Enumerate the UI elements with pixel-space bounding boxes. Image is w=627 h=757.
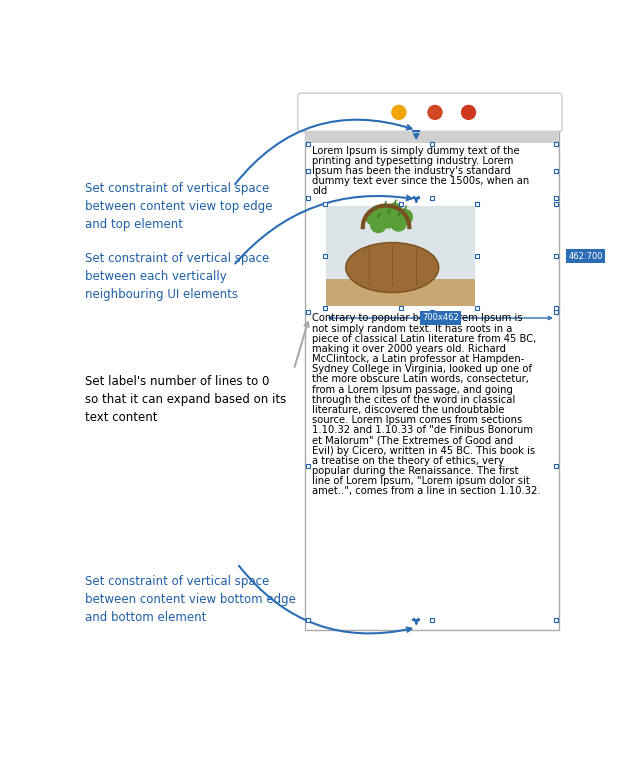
Bar — [306, 169, 310, 173]
Text: old: old — [312, 185, 328, 195]
Bar — [430, 310, 434, 313]
Text: Contrary to popular belief, Lorem Ipsum is: Contrary to popular belief, Lorem Ipsum … — [312, 313, 523, 323]
Bar — [306, 310, 310, 313]
Bar — [564, 618, 567, 621]
Text: the more obscure Latin words, consectetur,: the more obscure Latin words, consectetu… — [312, 375, 529, 385]
Bar — [554, 310, 557, 313]
Bar — [430, 142, 434, 146]
Text: making it over 2000 years old. Richard: making it over 2000 years old. Richard — [312, 344, 507, 354]
Text: literature, discovered the undoubtable: literature, discovered the undoubtable — [312, 405, 505, 415]
Text: et Malorum" (The Extremes of Good and: et Malorum" (The Extremes of Good and — [312, 435, 514, 445]
Bar — [564, 310, 567, 313]
Bar — [327, 279, 475, 307]
Text: from a Lorem Ipsum passage, and going: from a Lorem Ipsum passage, and going — [312, 385, 514, 394]
Bar — [323, 202, 327, 206]
Text: Set constraint of vertical space
between each vertically
neighbouring UI element: Set constraint of vertical space between… — [85, 252, 269, 301]
Text: Lorem Ipsum is simply dummy text of the: Lorem Ipsum is simply dummy text of the — [312, 145, 520, 155]
Bar — [475, 202, 478, 206]
Text: printing and typesetting industry. Lorem: printing and typesetting industry. Lorem — [312, 155, 514, 166]
Circle shape — [377, 205, 393, 220]
Text: 700x462: 700x462 — [422, 313, 459, 322]
Text: source. Lorem Ipsum comes from sections: source. Lorem Ipsum comes from sections — [312, 415, 523, 425]
Bar — [305, 131, 559, 143]
Bar — [475, 306, 478, 310]
Bar — [306, 142, 310, 146]
Circle shape — [371, 217, 386, 232]
Bar — [399, 306, 403, 310]
Bar — [554, 169, 557, 173]
Text: Sydney College in Virginia, looked up one of: Sydney College in Virginia, looked up on… — [312, 364, 532, 374]
Bar — [564, 170, 567, 173]
Bar — [564, 307, 567, 310]
Bar — [327, 206, 475, 307]
Text: 462:700: 462:700 — [568, 251, 603, 260]
Circle shape — [428, 105, 442, 120]
FancyBboxPatch shape — [298, 93, 562, 132]
Bar — [430, 196, 434, 200]
Bar — [323, 306, 327, 310]
Text: dummy text ever since the 1500s, when an: dummy text ever since the 1500s, when an — [312, 176, 530, 185]
Text: Ipsum has been the industry's standard: Ipsum has been the industry's standard — [312, 166, 511, 176]
Bar — [554, 254, 557, 258]
Bar — [564, 142, 567, 145]
Bar — [564, 196, 567, 199]
Text: Set constraint of vertical space
between content view bottom edge
and bottom ele: Set constraint of vertical space between… — [85, 575, 295, 625]
Bar — [430, 618, 434, 621]
Circle shape — [391, 216, 406, 231]
Ellipse shape — [345, 242, 439, 292]
Bar — [554, 202, 557, 206]
Circle shape — [461, 105, 475, 120]
Bar — [306, 196, 310, 200]
Text: Set constraint of vertical space
between content view top edge
and top element: Set constraint of vertical space between… — [85, 182, 272, 232]
Circle shape — [381, 213, 396, 228]
Bar — [305, 131, 559, 630]
Bar — [554, 464, 557, 468]
Text: Evil) by Cicero, written in 45 BC. This book is: Evil) by Cicero, written in 45 BC. This … — [312, 446, 535, 456]
Bar — [554, 618, 557, 621]
Bar — [323, 254, 327, 258]
Bar — [554, 196, 557, 200]
Bar — [306, 618, 310, 621]
Bar — [306, 464, 310, 468]
Bar — [399, 202, 403, 206]
Text: not simply random text. It has roots in a: not simply random text. It has roots in … — [312, 323, 513, 334]
Circle shape — [387, 204, 403, 219]
Bar — [564, 254, 567, 257]
Text: popular during the Renaissance. The first: popular during the Renaissance. The firs… — [312, 466, 519, 476]
Bar — [554, 142, 557, 146]
Text: line of Lorem Ipsum, "Lorem ipsum dolor sit: line of Lorem Ipsum, "Lorem ipsum dolor … — [312, 476, 530, 486]
Bar — [564, 202, 567, 206]
Circle shape — [392, 105, 406, 120]
Text: McClintock, a Latin professor at Hampden-: McClintock, a Latin professor at Hampden… — [312, 354, 525, 364]
Text: piece of classical Latin literature from 45 BC,: piece of classical Latin literature from… — [312, 334, 537, 344]
Text: amet..", comes from a line in section 1.10.32.: amet..", comes from a line in section 1.… — [312, 486, 541, 496]
Circle shape — [397, 210, 413, 225]
Circle shape — [366, 210, 381, 225]
Bar — [554, 306, 557, 310]
Text: through the cites of the word in classical: through the cites of the word in classic… — [312, 394, 515, 405]
Text: a treatise on the theory of ethics, very: a treatise on the theory of ethics, very — [312, 456, 505, 466]
Text: 1.10.32 and 1.10.33 of "de Finibus Bonorum: 1.10.32 and 1.10.33 of "de Finibus Bonor… — [312, 425, 534, 435]
Text: Set label's number of lines to 0
so that it can expand based on its
text content: Set label's number of lines to 0 so that… — [85, 375, 286, 424]
Bar — [475, 254, 478, 258]
Bar — [564, 464, 567, 467]
